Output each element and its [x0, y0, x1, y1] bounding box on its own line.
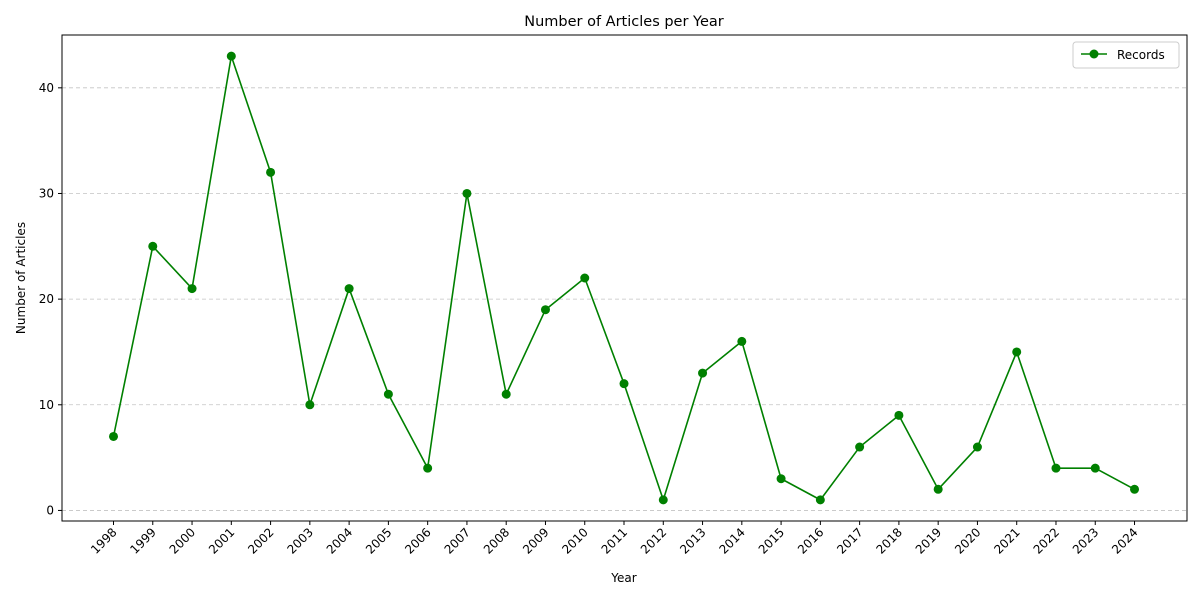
data-point-2020 [972, 442, 982, 452]
data-point-2003 [305, 400, 315, 410]
x-axis-label: Year [610, 571, 636, 585]
x-tick-label-2017: 2017 [834, 525, 865, 556]
x-tick-label-2012: 2012 [638, 525, 669, 556]
data-point-2016 [815, 495, 825, 505]
data-point-2005 [383, 389, 393, 399]
x-tick-label-2022: 2022 [1031, 525, 1062, 556]
y-axis-label: Number of Articles [14, 222, 28, 334]
x-tick-label-2004: 2004 [324, 525, 355, 556]
x-tick-label-2013: 2013 [677, 525, 708, 556]
x-tick-label-2019: 2019 [913, 525, 944, 556]
data-point-2007 [462, 188, 472, 198]
x-tick-label-2002: 2002 [245, 525, 276, 556]
x-tick-label-2014: 2014 [716, 525, 747, 556]
x-tick-label-2006: 2006 [402, 525, 433, 556]
data-point-2024 [1130, 484, 1140, 494]
legend: Records [1072, 41, 1180, 69]
legend-label: Records [1117, 48, 1165, 62]
legend-marker [1089, 49, 1099, 59]
data-point-2002 [266, 167, 276, 177]
x-tick-label-2024: 2024 [1109, 525, 1140, 556]
x-tick-label-2021: 2021 [991, 525, 1022, 556]
data-point-2013 [698, 368, 708, 378]
x-tick-label-2015: 2015 [756, 525, 787, 556]
data-point-2004 [344, 284, 354, 294]
data-point-1999 [148, 241, 158, 251]
x-tick-label-2009: 2009 [520, 525, 551, 556]
y-tick-label-40: 40 [39, 81, 54, 95]
legend-box [1072, 41, 1180, 69]
data-point-2010 [580, 273, 590, 283]
data-point-2008 [501, 389, 511, 399]
chart-title: Number of Articles per Year [524, 14, 724, 30]
data-point-2019 [933, 484, 943, 494]
x-tick-label-2003: 2003 [284, 525, 315, 556]
x-tick-label-2010: 2010 [559, 525, 590, 556]
y-tick-label-30: 30 [39, 186, 54, 200]
y-tick-label-20: 20 [39, 292, 54, 306]
data-point-2014 [737, 336, 747, 346]
data-point-2006 [423, 463, 433, 473]
plot-frame [61, 34, 1188, 522]
data-point-2009 [540, 305, 550, 315]
x-tick-label-1998: 1998 [88, 525, 119, 556]
x-tick-label-2001: 2001 [206, 525, 237, 556]
data-point-2018 [894, 410, 904, 420]
series-group [109, 51, 1140, 505]
y-tick-label-10: 10 [39, 398, 54, 412]
x-tick-label-2008: 2008 [481, 525, 512, 556]
x-tick-label-2023: 2023 [1070, 525, 1101, 556]
data-point-2001 [226, 51, 236, 61]
x-axis: 1998 1999 2000 2001 2002 2003 2004 2005 2006 2007… [88, 521, 1141, 557]
data-point-2011 [619, 379, 629, 389]
data-point-2023 [1090, 463, 1100, 473]
grid-lines [62, 87, 1187, 511]
data-point-2000 [187, 284, 197, 294]
x-tick-label-2000: 2000 [167, 525, 198, 556]
x-tick-label-2011: 2011 [599, 525, 630, 556]
data-point-2017 [855, 442, 865, 452]
x-tick-label-2016: 2016 [795, 525, 826, 556]
series-line-0 [112, 55, 1135, 501]
data-point-2022 [1051, 463, 1061, 473]
y-axis: 0 10 20 30 40 [39, 81, 62, 517]
data-point-1998 [109, 431, 118, 441]
y-tick-label-0: 0 [46, 503, 54, 517]
data-point-2015 [776, 474, 786, 484]
x-tick-label-2005: 2005 [363, 525, 394, 556]
data-point-2012 [658, 495, 668, 505]
x-tick-label-1999: 1999 [127, 525, 158, 556]
x-tick-label-2018: 2018 [874, 525, 905, 556]
data-point-2021 [1012, 347, 1022, 357]
x-tick-label-2007: 2007 [442, 525, 473, 556]
x-tick-label-2020: 2020 [952, 525, 983, 556]
